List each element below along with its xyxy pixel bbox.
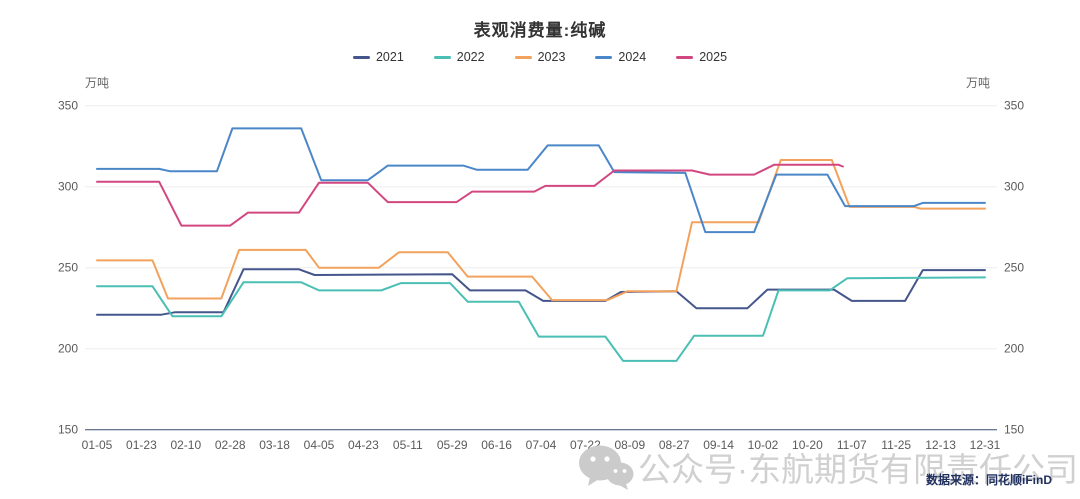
x-tick-label: 11-07: [837, 438, 867, 452]
legend-label: 2022: [456, 50, 485, 64]
x-tick-label: 01-23: [126, 438, 157, 452]
x-tick-label: 07-22: [570, 438, 601, 452]
x-tick-label: 10-20: [792, 438, 823, 452]
legend-swatch-2023: [514, 55, 532, 59]
y-tick-label-right: 250: [1004, 261, 1024, 275]
x-tick-label: 05-11: [393, 438, 423, 452]
series-line-2024: [96, 127, 986, 234]
y-tick-label-left: 200: [58, 342, 78, 356]
y-tick-label-right: 200: [1004, 342, 1024, 356]
x-tick-label: 02-28: [215, 438, 246, 452]
x-tick-label: 04-23: [348, 438, 379, 452]
x-tick-label: 05-29: [437, 438, 468, 452]
x-tick-label: 04-05: [304, 438, 335, 452]
x-tick-label: 01-05: [82, 438, 113, 452]
y-axis-unit-right: 万吨: [966, 76, 991, 90]
y-tick-label-right: 150: [1004, 423, 1024, 437]
series-line-2025: [96, 163, 844, 227]
y-tick-label-left: 350: [58, 99, 78, 113]
data-source-note: 数据来源：同花顺iFinD: [926, 473, 1052, 487]
legend-item-2022[interactable]: 2022: [433, 50, 485, 64]
y-axis-unit-left: 万吨: [85, 76, 110, 90]
series-line-2023: [96, 159, 986, 302]
legend-swatch-2025: [676, 55, 694, 59]
legend-label: 2025: [699, 50, 728, 64]
x-tick-label: 02-10: [170, 438, 201, 452]
y-tick-label-left: 250: [58, 261, 78, 275]
legend-swatch-2024: [595, 55, 613, 59]
x-tick-label: 12-13: [925, 438, 956, 452]
y-tick-label-right: 300: [1004, 180, 1024, 194]
x-tick-label: 12-31: [970, 438, 1001, 452]
x-tick-label: 11-25: [881, 438, 911, 452]
legend-swatch-2022: [433, 55, 451, 59]
x-tick-label: 07-04: [526, 438, 557, 452]
legend-item-2024[interactable]: 2024: [595, 50, 646, 64]
legend: 2021 2022 2023 2024 2025: [0, 50, 1080, 64]
series-line-2022: [96, 276, 986, 362]
legend-swatch-2021: [352, 55, 370, 59]
legend-label: 2023: [537, 50, 566, 64]
legend-item-2025[interactable]: 2025: [676, 50, 727, 64]
y-tick-label-left: 300: [58, 180, 78, 194]
legend-item-2021[interactable]: 2021: [352, 50, 404, 64]
x-tick-label: 10-02: [748, 438, 779, 452]
chart-title: 表观消费量:纯碱: [473, 21, 607, 40]
x-tick-label: 09-14: [703, 438, 734, 452]
legend-label: 2021: [375, 50, 404, 64]
legend-item-2023[interactable]: 2023: [514, 50, 566, 64]
legend-label: 2024: [618, 50, 647, 64]
y-tick-label-left: 150: [58, 423, 78, 437]
x-tick-label: 08-27: [659, 438, 690, 452]
x-tick-label: 08-09: [614, 438, 645, 452]
x-tick-label: 06-16: [481, 438, 512, 452]
y-tick-label-right: 350: [1004, 99, 1024, 113]
x-tick-label: 03-18: [259, 438, 290, 452]
